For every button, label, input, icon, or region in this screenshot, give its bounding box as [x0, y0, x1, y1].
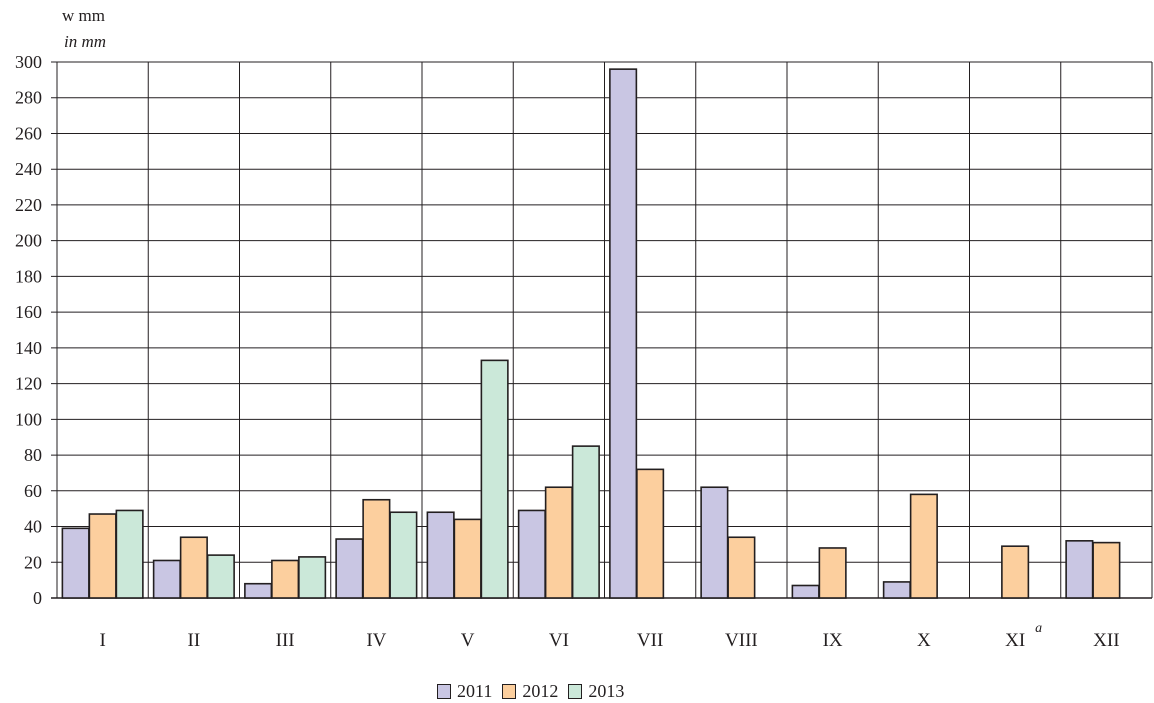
- bar-2011-II: [152, 559, 181, 599]
- bar-2013-IV: [389, 511, 418, 599]
- x-tick-label-V: V: [461, 630, 475, 651]
- y-tick-label-180: 180: [15, 266, 42, 286]
- bar-2011-I: [61, 527, 90, 599]
- x-tick-label-VII: VII: [637, 630, 663, 651]
- bar-2011-XII: [1065, 540, 1094, 599]
- bar-2011-VI: [517, 509, 546, 599]
- y-tick-label-300: 300: [15, 52, 42, 72]
- y-tick-label-20: 20: [24, 552, 42, 572]
- bar-2012-IV: [362, 498, 391, 599]
- y-tick-label-240: 240: [15, 159, 42, 179]
- bar-2013-III: [298, 556, 327, 599]
- bar-2012-X: [909, 493, 938, 599]
- y-tick-label-200: 200: [15, 231, 42, 251]
- y-tick-labels: 0 20 40 60 80 100 120 140 160 180 200 220 240 260 280 3…: [15, 52, 42, 608]
- bar-2011-VIII: [700, 486, 729, 599]
- y-tick-label-120: 120: [15, 374, 42, 394]
- bar-2012-XII: [1092, 541, 1121, 599]
- bar-2013-I: [115, 509, 144, 599]
- bar-2012-VIII: [727, 536, 756, 599]
- y-tick-label-80: 80: [24, 445, 42, 465]
- y-axis-unit-label-english: in mm: [64, 32, 107, 51]
- legend-item-2011: 2011: [437, 681, 492, 702]
- y-axis-unit-label: w mm: [62, 6, 105, 25]
- x-tick-label-IV: IV: [366, 630, 386, 651]
- y-tick-label-40: 40: [24, 517, 42, 537]
- y-tick-label-100: 100: [15, 409, 42, 429]
- legend-item-2013: 2013: [568, 681, 624, 702]
- bar-2012-III: [271, 559, 300, 599]
- bar-2013-II: [206, 554, 235, 599]
- bar-2011-IV: [335, 538, 364, 599]
- bar-2012-I: [88, 513, 117, 599]
- y-tick-label-140: 140: [15, 338, 42, 358]
- legend-swatch-2012: [502, 684, 517, 699]
- x-tick-label-IX: IX: [823, 630, 843, 651]
- bar-2012-IX: [818, 547, 847, 599]
- x-tick-label-XI: XI: [1005, 630, 1025, 651]
- legend-label-2012: 2012: [522, 681, 559, 701]
- y-tick-label-280: 280: [15, 88, 42, 108]
- legend-swatch-2011: [437, 684, 451, 699]
- bar-2012-II: [179, 536, 208, 599]
- x-tick-label-VIII: VIII: [725, 630, 758, 651]
- y-tick-label-60: 60: [24, 481, 42, 501]
- x-tick-label-X: X: [917, 630, 931, 651]
- x-tick-label-XII: XII: [1093, 630, 1119, 651]
- legend-item-2012: 2012: [502, 681, 558, 702]
- y-tick-label-220: 220: [15, 195, 42, 215]
- bar-2011-VII: [609, 68, 638, 599]
- bar-2011-III: [244, 582, 273, 599]
- bars: [61, 68, 1121, 599]
- bar-2012-V: [453, 518, 482, 599]
- bar-2012-XI: [1001, 545, 1030, 599]
- bar-2013-V: [480, 359, 509, 599]
- legend-label-2011: 2011: [457, 681, 493, 701]
- y-tick-label-0: 0: [33, 588, 42, 608]
- gridlines: [51, 61, 1153, 599]
- x-tick-label-II: II: [188, 630, 201, 651]
- bar-2011-X: [882, 581, 911, 599]
- legend-label-2013: 2013: [588, 681, 625, 701]
- legend-swatch-2013: [568, 684, 583, 699]
- x-tick-label-I: I: [99, 630, 105, 651]
- bar-2012-VI: [544, 486, 573, 599]
- bar-2011-V: [426, 511, 455, 599]
- y-tick-label-260: 260: [15, 123, 42, 143]
- bar-2013-VI: [571, 445, 600, 599]
- legend: 2011 2012 2013: [437, 681, 634, 702]
- bar-2011-IX: [791, 584, 820, 599]
- x-tick-label-III: III: [276, 630, 295, 651]
- x-tick-footnote-mark: a: [1035, 621, 1042, 636]
- x-tick-label-VI: VI: [549, 630, 569, 651]
- y-tick-label-160: 160: [15, 302, 42, 322]
- bar-2012-VII: [636, 468, 665, 599]
